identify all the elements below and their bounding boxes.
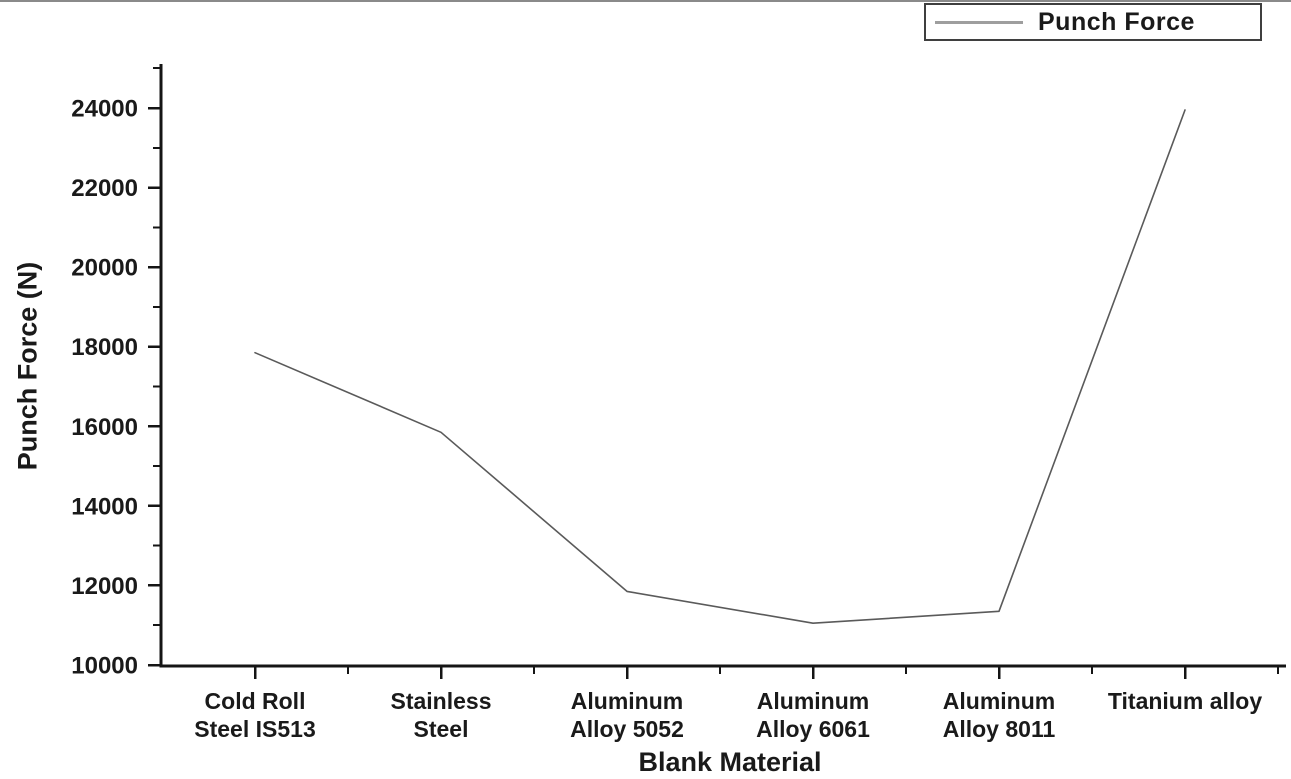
x-category-label: Aluminum — [571, 688, 683, 714]
legend-label: Punch Force — [1038, 7, 1195, 36]
y-tick-label: 22000 — [71, 175, 138, 202]
y-tick-label: 16000 — [71, 414, 138, 441]
x-category-label: Titanium alloy — [1108, 688, 1262, 714]
x-category-label: Cold Roll — [205, 688, 306, 714]
x-category-label: Steel — [414, 716, 469, 742]
x-category-label: Stainless — [391, 688, 492, 714]
legend-line-swatch — [935, 20, 1023, 24]
y-tick-label: 12000 — [71, 573, 138, 600]
y-axis-title: Punch Force (N) — [12, 261, 43, 471]
y-tick-label: 20000 — [71, 255, 138, 282]
legend: Punch Force — [924, 3, 1262, 41]
x-category-label: Alloy 5052 — [570, 716, 684, 742]
x-category-label: Aluminum — [943, 688, 1055, 714]
figure-top-border — [0, 0, 1291, 2]
y-tick-label: 18000 — [71, 334, 138, 361]
x-category-label: Steel IS513 — [194, 716, 315, 742]
x-category-label: Aluminum — [757, 688, 869, 714]
x-category-label: Alloy 6061 — [756, 716, 870, 742]
y-tick-label: 24000 — [71, 96, 138, 123]
punch-force-line — [254, 109, 1186, 625]
x-axis-title: Blank Material — [638, 747, 822, 777]
x-category-label: Alloy 8011 — [943, 716, 1056, 742]
y-tick-label: 10000 — [71, 653, 138, 680]
y-tick-label: 14000 — [71, 493, 138, 520]
